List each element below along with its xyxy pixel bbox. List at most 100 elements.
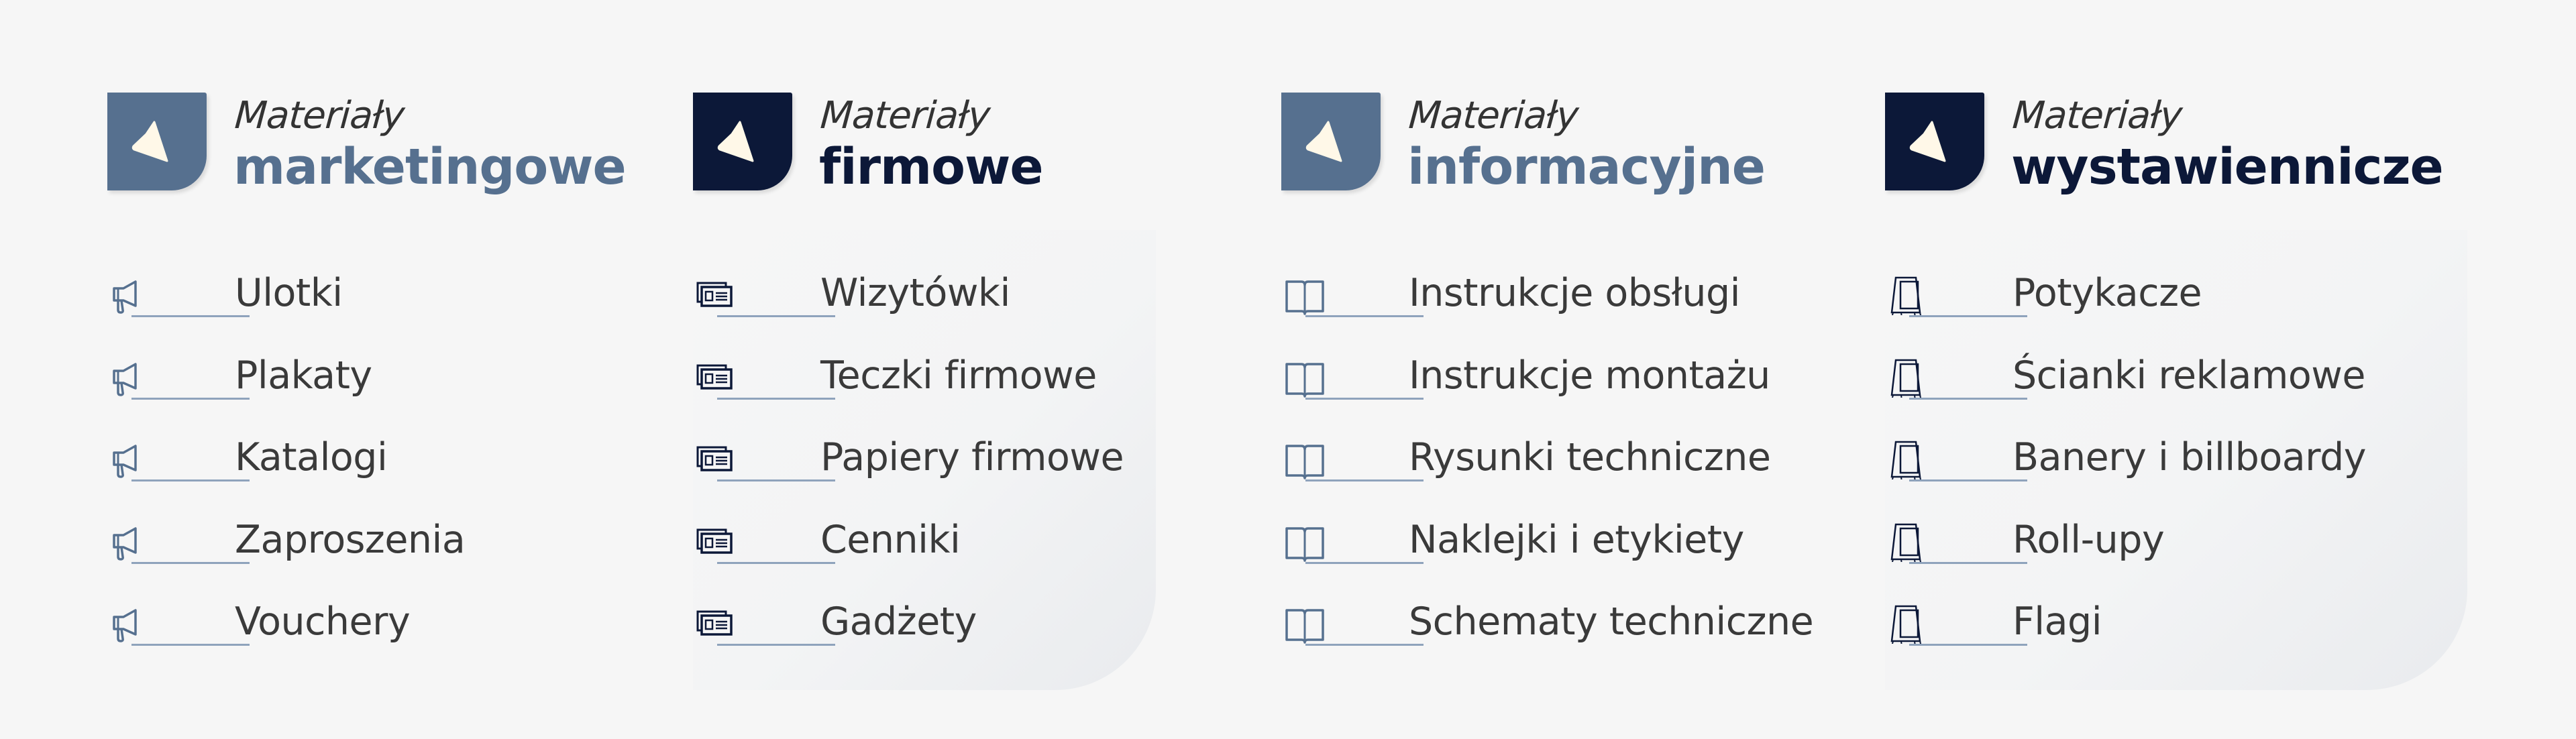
list-item[interactable]: Plakaty xyxy=(107,353,698,430)
list-item[interactable]: Roll-upy xyxy=(1885,517,2475,594)
category-title: firmowe xyxy=(819,138,1044,196)
list-item-label[interactable]: Gadżety xyxy=(820,600,977,644)
list-item-label[interactable]: Schematy techniczne xyxy=(1409,600,1814,644)
category-logo xyxy=(693,93,792,190)
list-item[interactable]: Rysunki techniczne xyxy=(1281,435,1872,512)
list-item-label[interactable]: Katalogi xyxy=(235,435,388,479)
a-frame-stand-icon xyxy=(1888,356,1929,400)
business-card-icon xyxy=(696,356,737,398)
list-item[interactable]: Papiery firmowe xyxy=(693,435,1283,512)
category-column-firmowe: Materiały firmowe Wizytówki Teczki firmow… xyxy=(693,0,1283,739)
list-item-label[interactable]: Instrukcje obsługi xyxy=(1409,271,1741,315)
a-frame-stand-icon xyxy=(1888,520,1929,565)
category-title: wystawiennicze xyxy=(2011,138,2444,196)
item-underline xyxy=(1909,644,2027,646)
list-item-label[interactable]: Rysunki techniczne xyxy=(1409,435,1771,479)
megaphone-icon xyxy=(110,356,152,398)
item-underline xyxy=(1305,479,1424,481)
list-item-label[interactable]: Ścianki reklamowe xyxy=(2012,353,2366,398)
list-item[interactable]: Vouchery xyxy=(107,600,698,676)
item-underline xyxy=(1305,315,1424,317)
item-underline xyxy=(1909,561,2027,564)
a-frame-stand-icon xyxy=(1888,274,1929,319)
list-item-label[interactable]: Potykacze xyxy=(2012,271,2202,315)
list-item-label[interactable]: Flagi xyxy=(2012,600,2102,644)
item-underline xyxy=(717,644,835,646)
list-item[interactable]: Wizytówki xyxy=(693,271,1283,347)
list-item[interactable]: Potykacze xyxy=(1885,271,2475,347)
list-item-label[interactable]: Ulotki xyxy=(235,271,343,315)
item-underline xyxy=(717,315,835,317)
list-item-label[interactable]: Vouchery xyxy=(235,600,411,644)
list-item[interactable]: Instrukcje montażu xyxy=(1281,353,1872,430)
category-logo xyxy=(1885,93,1984,190)
open-book-icon xyxy=(1284,520,1326,562)
list-item-label[interactable]: Cenniki xyxy=(820,517,961,562)
item-underline xyxy=(1909,397,2027,400)
category-subtitle: Materiały xyxy=(1407,94,1580,137)
business-card-icon xyxy=(696,274,737,315)
list-item[interactable]: Gadżety xyxy=(693,600,1283,676)
paper-plane-arrow-icon xyxy=(717,121,754,162)
business-card-icon xyxy=(696,520,737,562)
list-item-label[interactable]: Teczki firmowe xyxy=(820,353,1097,398)
item-underline xyxy=(131,561,250,564)
category-subtitle: Materiały xyxy=(2010,94,2184,137)
category-column-informacyjne: Materiały informacyjne Instrukcje obsługi… xyxy=(1281,0,1872,739)
item-underline xyxy=(717,479,835,481)
list-item-label[interactable]: Plakaty xyxy=(235,353,372,398)
category-logo xyxy=(1281,93,1381,190)
open-book-icon xyxy=(1284,438,1326,479)
list-item[interactable]: Katalogi xyxy=(107,435,698,512)
list-item[interactable]: Instrukcje obsługi xyxy=(1281,271,1872,347)
open-book-icon xyxy=(1284,356,1326,398)
megaphone-icon xyxy=(110,274,152,315)
category-column-wystawiennicze: Materiały wystawiennicze Potykacze Ściank… xyxy=(1885,0,2475,739)
list-item[interactable]: Ścianki reklamowe xyxy=(1885,353,2475,430)
paper-plane-arrow-icon xyxy=(131,121,168,162)
open-book-icon xyxy=(1284,602,1326,644)
list-item[interactable]: Naklejki i etykiety xyxy=(1281,517,1872,594)
item-underline xyxy=(1909,479,2027,481)
list-item-label[interactable]: Instrukcje montażu xyxy=(1409,353,1770,398)
item-underline xyxy=(1909,315,2027,317)
list-item[interactable]: Cenniki xyxy=(693,517,1283,594)
list-item[interactable]: Banery i billboardy xyxy=(1885,435,2475,512)
item-underline xyxy=(131,479,250,481)
list-item-label[interactable]: Zaproszenia xyxy=(235,517,466,562)
list-item[interactable]: Teczki firmowe xyxy=(693,353,1283,430)
category-subtitle: Materiały xyxy=(233,94,406,137)
category-panel-background xyxy=(693,230,1156,690)
item-underline xyxy=(131,644,250,646)
paper-plane-arrow-icon xyxy=(1909,121,1946,162)
a-frame-stand-icon xyxy=(1888,438,1929,483)
item-underline xyxy=(1305,644,1424,646)
list-item[interactable]: Ulotki xyxy=(107,271,698,347)
item-underline xyxy=(131,315,250,317)
list-item-label[interactable]: Papiery firmowe xyxy=(820,435,1124,479)
list-item-label[interactable]: Roll-upy xyxy=(2012,517,2165,562)
item-underline xyxy=(1305,561,1424,564)
list-item[interactable]: Schematy techniczne xyxy=(1281,600,1872,676)
list-item-label[interactable]: Naklejki i etykiety xyxy=(1409,517,1744,562)
business-card-icon xyxy=(696,602,737,644)
list-item-label[interactable]: Banery i billboardy xyxy=(2012,435,2367,479)
category-logo xyxy=(107,93,207,190)
list-item[interactable]: Zaproszenia xyxy=(107,517,698,594)
item-underline xyxy=(131,397,250,400)
paper-plane-arrow-icon xyxy=(1305,121,1342,162)
megaphone-icon xyxy=(110,520,152,562)
a-frame-stand-icon xyxy=(1888,602,1929,647)
megaphone-icon xyxy=(110,602,152,644)
item-underline xyxy=(717,397,835,400)
list-item[interactable]: Flagi xyxy=(1885,600,2475,676)
open-book-icon xyxy=(1284,274,1326,315)
category-panel-background xyxy=(1885,230,2467,690)
item-underline xyxy=(717,561,835,564)
item-underline xyxy=(1305,397,1424,400)
megaphone-icon xyxy=(110,438,152,479)
category-column-marketingowe: Materiały marketingowe Ulotki Plakaty Kat… xyxy=(107,0,698,739)
category-title: informacyjne xyxy=(1407,138,1766,196)
category-subtitle: Materiały xyxy=(818,94,991,137)
list-item-label[interactable]: Wizytówki xyxy=(820,271,1010,315)
